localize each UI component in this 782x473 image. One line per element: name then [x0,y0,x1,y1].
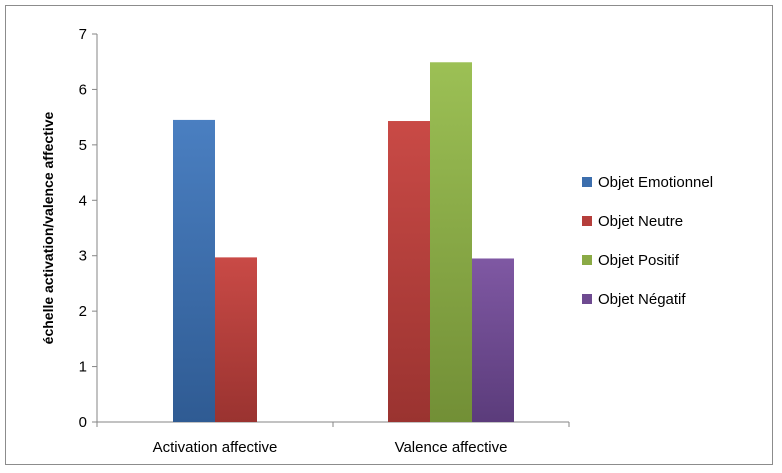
y-tick-label: 2 [79,303,87,320]
x-category-label: Activation affective [153,439,278,456]
y-tick-label: 0 [79,414,87,431]
legend-swatch [582,294,592,304]
legend-label: Objet Emotionnel [598,174,713,191]
chart-bars [173,62,514,422]
bar-objet-neutre-1 [215,257,257,422]
y-tick-label: 7 [79,26,87,43]
bar-objet-positif-2 [430,62,472,422]
legend-item: Objet Négatif [582,291,686,308]
legend-item: Objet Neutre [582,213,683,230]
legend-label: Objet Neutre [598,213,683,230]
legend-item: Objet Positif [582,252,680,269]
legend-item: Objet Emotionnel [582,174,713,191]
legend-swatch [582,255,592,265]
chart-legend: Objet Emotionnel Objet Neutre Objet Positi… [582,174,713,308]
bar-objet-neutre-2 [388,121,430,422]
y-tick-label: 3 [79,248,87,265]
legend-label: Objet Positif [598,252,680,269]
y-tick-label: 4 [79,192,87,209]
bar-objet-emotionnel-1 [173,120,215,422]
legend-swatch [582,177,592,187]
x-category-label: Valence affective [395,439,508,456]
y-tick-label: 6 [79,81,87,98]
legend-swatch [582,216,592,226]
y-tick-label: 5 [79,137,87,154]
bar-objet-n-gatif-2 [472,258,514,422]
legend-label: Objet Négatif [598,291,686,308]
y-tick-label: 1 [79,359,87,376]
y-axis-title: échelle activation/valence affective [40,111,56,344]
